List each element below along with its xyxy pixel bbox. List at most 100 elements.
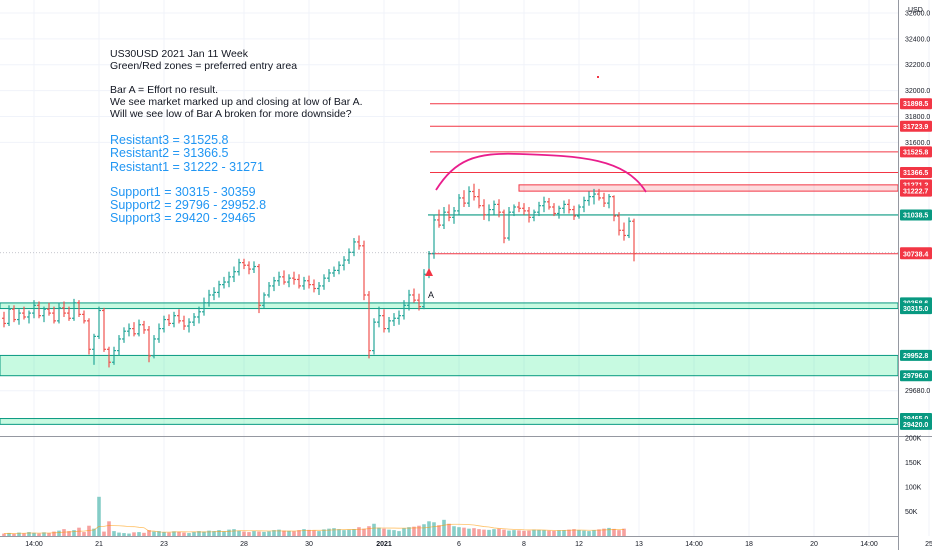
price-bar (17, 309, 21, 325)
price-bar (127, 323, 131, 337)
price-tag[interactable]: 31898.5 (900, 98, 932, 110)
volume-bar (172, 531, 176, 536)
annotation-zones-note: Green/Red zones = preferred entry area (110, 60, 298, 72)
volume-bar (542, 530, 546, 536)
volume-bar (12, 533, 16, 536)
volume-bar (307, 529, 311, 536)
time-tick-label: 2021 (376, 541, 392, 548)
annotation-title: US30USD 2021 Jan 11 Week (110, 48, 248, 60)
volume-bar (427, 521, 431, 536)
volume-bar (87, 525, 91, 536)
support-zone[interactable] (0, 302, 899, 310)
volume-bar (337, 529, 341, 536)
price-tag[interactable]: 29420.0 (900, 418, 932, 430)
price-tag[interactable]: 31366.5 (900, 167, 932, 179)
price-tick-label: 29680.0 (905, 388, 930, 395)
volume-bar (442, 519, 446, 536)
price-tag[interactable]: 31525.8 (900, 146, 932, 158)
price-bar (492, 200, 496, 215)
volume-bar (327, 528, 331, 536)
volume-bar (232, 529, 236, 536)
volume-bar (362, 528, 366, 536)
price-bar (582, 196, 586, 213)
volume-bar (222, 531, 226, 536)
price-tag[interactable]: 29796.0 (900, 370, 932, 382)
volume-bar (47, 533, 51, 536)
support-zone[interactable] (0, 354, 899, 377)
volume-bar (532, 529, 536, 536)
volume-bar (242, 531, 246, 536)
price-bar (632, 218, 636, 262)
volume-bar (607, 527, 611, 536)
volume-bar (602, 528, 606, 536)
price-tag[interactable]: 29952.8 (900, 349, 932, 361)
price-bar (467, 186, 471, 208)
volume-bar (257, 531, 261, 536)
annotation-bar-a-3: Will we see low of Bar A broken for more… (110, 108, 352, 120)
volume-bar (247, 532, 251, 536)
volume-tick-label: 100K (905, 485, 922, 492)
volume-bar (397, 531, 401, 536)
volume-bar (37, 533, 41, 536)
price-bar (602, 192, 606, 208)
price-bar (552, 203, 556, 217)
price-bar (132, 322, 136, 337)
price-bar (302, 276, 306, 290)
price-tag[interactable]: 30738.4 (900, 248, 932, 260)
volume-bar (282, 530, 286, 536)
price-bar (407, 289, 411, 311)
price-tag[interactable]: 31723.9 (900, 120, 932, 132)
volume-bar (52, 531, 56, 536)
price-bar (192, 313, 196, 327)
price-bar (232, 266, 236, 283)
resistance-zone[interactable] (518, 184, 899, 192)
price-bar (27, 310, 31, 324)
price-bar (432, 214, 436, 259)
volume-bar (67, 531, 71, 536)
time-tick-label: 14:00 (685, 541, 703, 548)
volume-bar (72, 530, 76, 536)
volume-bar (102, 531, 106, 536)
price-bar (177, 309, 181, 324)
volume-bar (157, 531, 161, 536)
volume-bar (372, 523, 376, 536)
volume-bar (527, 530, 531, 536)
volume-bar (117, 532, 121, 536)
price-bar (612, 195, 616, 222)
volume-bar (497, 528, 501, 536)
price-tick-label: 32000.0 (905, 88, 930, 95)
volume-bar (97, 496, 101, 536)
time-axis[interactable]: 14:0021232830202168121314:00182014:00252… (25, 541, 932, 548)
price-bar (32, 300, 36, 319)
price-bar (412, 288, 416, 303)
volume-bar (367, 526, 371, 536)
volume-tick-label: 200K (905, 436, 922, 443)
volume-bar (537, 529, 541, 536)
volume-bar (302, 529, 306, 536)
price-bar (592, 188, 596, 205)
svg-text:31525.8: 31525.8 (903, 149, 928, 156)
volume-bar (262, 531, 266, 536)
volume-bar (472, 528, 476, 536)
price-bar (487, 204, 491, 222)
price-bar (437, 209, 441, 228)
price-bar (622, 222, 626, 241)
price-bar (352, 238, 356, 257)
svg-text:30315.0: 30315.0 (903, 306, 928, 313)
support-zone[interactable] (0, 418, 899, 425)
volume-bar (522, 530, 526, 536)
volume-bar (412, 526, 416, 536)
svg-text:29952.8: 29952.8 (903, 353, 928, 360)
volume-bar (322, 529, 326, 536)
volume-bar (567, 529, 571, 536)
price-tag[interactable]: 31222.7 (900, 185, 932, 197)
price-tag[interactable]: 31038.5 (900, 209, 932, 221)
price-bar (222, 276, 226, 289)
price-bars (2, 183, 636, 368)
price-bar (442, 207, 446, 229)
price-bar (42, 306, 46, 323)
price-axis[interactable]: USD 32600.0 32400.0 32200.0 32000.0 31800.0 3… (900, 7, 932, 516)
price-bar (117, 335, 121, 356)
price-tag[interactable]: 30315.0 (900, 303, 932, 315)
price-bar (607, 194, 611, 209)
